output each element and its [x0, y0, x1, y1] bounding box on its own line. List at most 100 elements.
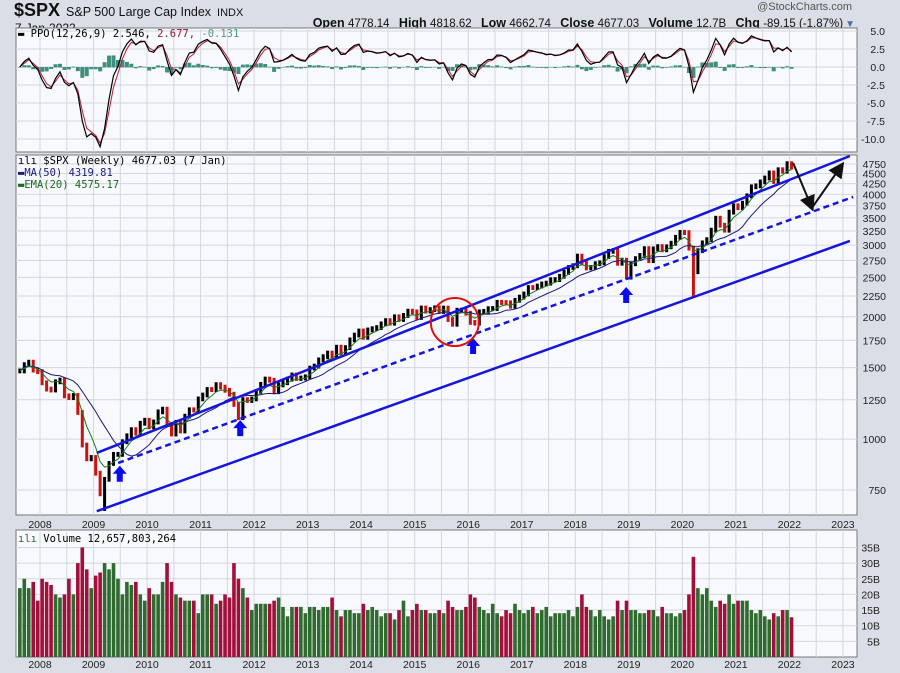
volume-bar [120, 594, 125, 657]
ppo-histogram-bar [281, 67, 286, 68]
ppo-histogram-bar [651, 65, 656, 68]
volume-bar [700, 594, 705, 657]
price-y-tick: 4750 [863, 159, 887, 171]
ppo-histogram-bar [628, 66, 633, 68]
volume-value: 12.7B [696, 18, 727, 30]
chevron-down-icon[interactable]: ▼ [845, 19, 855, 30]
x-tick-label: 2018 [564, 519, 588, 531]
x-tick-label: 2021 [724, 519, 748, 531]
ppo-y-tick: 2.5 [870, 44, 885, 56]
ppo-histogram-bar [272, 67, 277, 72]
ppo-histogram-bar [276, 67, 281, 69]
ppo-histogram-bar [441, 67, 446, 68]
x-tick-label: 2023 [831, 659, 855, 671]
volume-bar [18, 588, 22, 657]
volume-y-tick: 15B [861, 605, 880, 617]
chg-value: -89.15 (-1.87%) [763, 18, 844, 30]
volume-bar [263, 603, 267, 657]
ppo-histogram-bar [642, 63, 647, 68]
ppo-histogram-bar [744, 66, 749, 68]
ppo-histogram-bar [570, 66, 575, 68]
volume-bar [111, 563, 116, 657]
volume-bar [571, 616, 575, 657]
ppo-histogram-bar [646, 67, 651, 70]
ppo-histogram-bar [548, 67, 553, 68]
volume-bar [602, 616, 607, 657]
volume-bar [535, 613, 540, 657]
ppo-histogram-bar [624, 67, 629, 74]
volume-bar [566, 610, 571, 657]
volume-bar [481, 610, 486, 657]
ppo-histogram-bar [352, 65, 357, 68]
ppo-histogram-bar [597, 66, 602, 68]
ppo-y-tick: -2.5 [867, 80, 885, 92]
volume-bar [718, 600, 722, 657]
price-y-tick: 3000 [863, 240, 887, 252]
x-tick-label: 2022 [778, 659, 802, 671]
volume-bar [473, 597, 477, 657]
x-tick-label: 2008 [28, 659, 52, 671]
price-y-tick: 2000 [863, 312, 887, 324]
volume-bar [84, 569, 89, 657]
ema20-line [19, 169, 792, 468]
ppo-histogram-bar [544, 67, 549, 69]
volume-bar [98, 572, 102, 657]
volume-bar [365, 610, 370, 657]
ppo-histogram-bar [709, 62, 714, 68]
volume-bar [459, 610, 464, 657]
volume-bar [762, 616, 767, 657]
ppo-value: 2.546, [113, 28, 151, 40]
ppo-histogram-bar [151, 67, 156, 70]
volume-bar [44, 581, 49, 657]
ma-legend-label: MA(50) 4319.81 [24, 167, 113, 179]
ppo-histogram-bar [767, 67, 772, 68]
volume-bar [771, 613, 776, 657]
volume-bar [200, 594, 205, 657]
ppo-histogram-bar [209, 67, 214, 69]
volume-bar [486, 613, 491, 657]
x-tick-label: 2015 [403, 659, 427, 671]
volume-bar [62, 594, 67, 657]
volume-bar [218, 600, 223, 657]
volume-bar [441, 613, 446, 657]
volume-bar [754, 613, 758, 657]
ppo-histogram-bar [379, 66, 384, 68]
ma-legend: ▬MA(50) 4319.81 [18, 167, 113, 179]
volume-bar [26, 588, 31, 657]
volume-bar [392, 619, 397, 657]
volume-bar [129, 585, 134, 657]
trendline-solid [96, 154, 851, 455]
volume-bar [713, 606, 718, 657]
ppo-histogram-bar [71, 66, 76, 68]
volume-bar [89, 588, 94, 657]
volume-bar [192, 600, 196, 657]
security-name: S&P 500 Large Cap Index [66, 5, 212, 19]
chg-label: Chg [735, 16, 760, 30]
volume-bar [593, 616, 598, 657]
ppo-histogram-bar [472, 67, 477, 70]
volume-bar [187, 600, 192, 657]
volume-bar [93, 575, 98, 657]
ppo-histogram-bar [303, 67, 308, 69]
x-tick-label: 2019 [617, 659, 641, 671]
ppo-histogram-bar [602, 65, 607, 68]
ppo-legend: ▬ PPO(12,26,9) 2.546, 2.677, -0.131 [18, 28, 239, 40]
price-y-tick: 750 [868, 485, 886, 497]
volume-bar [691, 556, 696, 657]
ppo-histogram-bar [53, 64, 58, 68]
ppo-histogram-bar [370, 67, 375, 68]
volume-bar [468, 594, 473, 657]
ppo-histogram-bar [562, 66, 567, 68]
ppo-histogram-bar [414, 67, 419, 71]
x-tick-label: 2008 [28, 519, 52, 531]
quote-bar: Open 4778.14 High 4818.62 Low 4662.74 Cl… [313, 16, 855, 32]
volume-bar [709, 600, 714, 657]
ppo-hist-value: -0.131 [201, 28, 239, 40]
ppo-legend-swatch: ▬ [18, 28, 31, 40]
ppo-histogram-bar [486, 65, 491, 68]
volume-bar [58, 597, 62, 657]
ppo-histogram-bar [80, 67, 85, 78]
volume-bar [615, 600, 620, 657]
volume-bar [745, 600, 749, 657]
ppo-histogram-bar [655, 65, 660, 68]
